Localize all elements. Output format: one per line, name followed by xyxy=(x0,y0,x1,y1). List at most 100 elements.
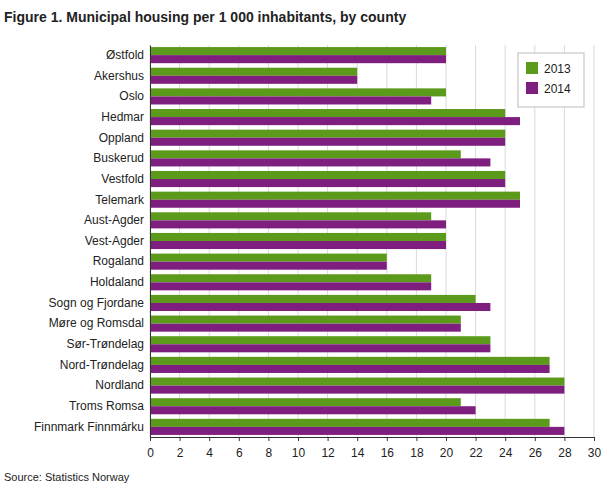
bar xyxy=(150,68,357,76)
tick: Vestfold xyxy=(101,172,150,186)
tick-label: 2 xyxy=(177,446,184,460)
tick-mark xyxy=(476,437,477,441)
category-label: Oslo xyxy=(119,89,144,103)
tick-mark xyxy=(239,437,240,441)
bar xyxy=(150,336,490,344)
category-label: Telemark xyxy=(95,193,145,207)
tick-label: 10 xyxy=(292,446,306,460)
legend: 20132014 xyxy=(518,53,584,107)
tick: Møre og Romsdal xyxy=(49,316,150,330)
tick-label: 0 xyxy=(147,446,154,460)
bar xyxy=(150,47,446,55)
tick: Vest-Agder xyxy=(85,234,150,248)
y-axis-line xyxy=(150,46,151,438)
bar xyxy=(150,406,476,414)
legend-swatch xyxy=(526,62,538,74)
bar xyxy=(150,171,505,179)
bar xyxy=(150,138,505,146)
tick: Oslo xyxy=(119,89,150,103)
bar xyxy=(150,274,431,282)
bar xyxy=(150,76,357,84)
tick-mark xyxy=(268,437,269,441)
bar xyxy=(150,365,550,373)
bar xyxy=(150,398,461,406)
tick-label: 8 xyxy=(266,446,273,460)
bar xyxy=(150,344,490,352)
tick-label: 12 xyxy=(321,446,335,460)
category-label: Sør-Trøndelag xyxy=(66,337,144,351)
bar xyxy=(150,282,431,290)
category-label: Rogaland xyxy=(93,254,144,268)
tick: 2 xyxy=(177,437,184,460)
tick-label: 16 xyxy=(381,446,395,460)
tick-mark xyxy=(357,437,358,441)
bar xyxy=(150,117,520,125)
tick: 8 xyxy=(266,437,273,460)
tick-label: 6 xyxy=(236,446,243,460)
bar xyxy=(150,220,446,228)
category-label: Nordland xyxy=(95,378,144,392)
tick-label: 18 xyxy=(410,446,424,460)
category-label: Østfold xyxy=(106,48,144,62)
source: Source: Statistics Norway xyxy=(4,471,130,483)
bar xyxy=(150,419,550,427)
category-label: Møre og Romsdal xyxy=(49,316,144,330)
bar xyxy=(150,109,505,117)
tick: Finnmark Finnmárku xyxy=(34,420,150,434)
tick-label: 24 xyxy=(499,446,513,460)
bar xyxy=(150,55,446,63)
tick-mark xyxy=(535,437,536,441)
bar xyxy=(150,179,505,187)
category-label: Finnmark Finnmárku xyxy=(34,420,144,434)
category-label: Akershus xyxy=(94,69,144,83)
category-label: Sogn og Fjordane xyxy=(49,296,145,310)
tick: 20 xyxy=(440,437,454,460)
tick: Rogaland xyxy=(93,254,150,268)
tick: Østfold xyxy=(106,48,150,62)
tick: 4 xyxy=(206,437,213,460)
legend-label: 2013 xyxy=(544,62,571,76)
legend-swatch xyxy=(526,82,538,94)
tick: Nordland xyxy=(95,378,150,392)
tick-mark xyxy=(387,437,388,441)
tick: 26 xyxy=(529,437,543,460)
tick-mark xyxy=(446,437,447,441)
tick-mark xyxy=(594,437,595,441)
bar xyxy=(150,233,446,241)
tick: 0 xyxy=(147,437,154,460)
tick-label: 22 xyxy=(469,446,483,460)
bar xyxy=(150,303,490,311)
bar xyxy=(150,386,564,394)
tick-label: 26 xyxy=(529,446,543,460)
tick: Nord-Trøndelag xyxy=(60,358,150,372)
tick-mark xyxy=(180,437,181,441)
bar xyxy=(150,200,520,208)
tick-mark xyxy=(209,437,210,441)
legend-item: 2013 xyxy=(526,62,571,76)
tick: Troms Romsa xyxy=(69,399,150,413)
tick: Aust-Agder xyxy=(84,213,150,227)
tick: 28 xyxy=(558,437,572,460)
category-label: Aust-Agder xyxy=(84,213,144,227)
title: Figure 1. Municipal housing per 1 000 in… xyxy=(4,9,406,25)
tick: Holdaland xyxy=(90,275,150,289)
tick-mark xyxy=(564,437,565,441)
bars xyxy=(150,47,564,435)
tick: Akershus xyxy=(94,69,150,83)
tick: Oppland xyxy=(99,131,150,145)
tick: 18 xyxy=(410,437,424,460)
bar xyxy=(150,378,564,386)
bar xyxy=(150,427,564,435)
bar xyxy=(150,150,461,158)
tick-mark xyxy=(150,437,151,441)
tick: 12 xyxy=(321,437,335,460)
bar xyxy=(150,130,505,138)
tick: Sogn og Fjordane xyxy=(49,296,150,310)
tick-label: 28 xyxy=(558,446,572,460)
bar xyxy=(150,192,520,200)
bar xyxy=(150,96,431,104)
tick: Sør-Trøndelag xyxy=(66,337,150,351)
category-label: Buskerud xyxy=(93,151,144,165)
tick: 10 xyxy=(292,437,306,460)
x-axis-line xyxy=(151,438,595,442)
